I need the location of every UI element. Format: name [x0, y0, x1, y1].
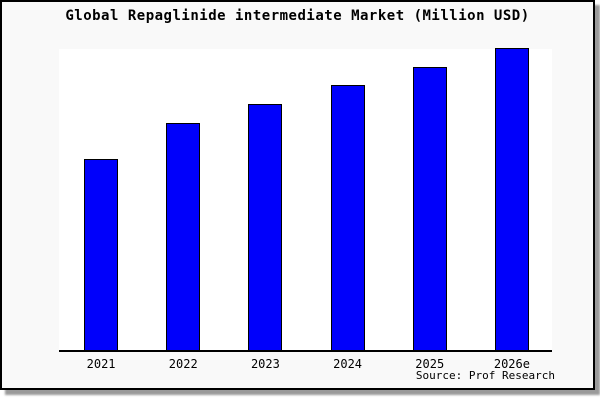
bar-2023 [248, 104, 283, 350]
x-tick-label-2024: 2024 [333, 357, 363, 371]
x-tick-label-2022: 2022 [168, 357, 198, 371]
x-axis-labels: 2021 2022 2023 2024 2025 2026e [59, 357, 552, 373]
plot-area [59, 48, 552, 352]
x-tick-label-2025: 2025 [415, 357, 445, 371]
bar-2022 [166, 123, 201, 350]
bar-2026e [494, 48, 529, 350]
source-note: Source: Prof Research [415, 369, 555, 382]
x-tick-label-2023: 2023 [250, 357, 280, 371]
bar-2025 [412, 67, 447, 350]
chart-title: Global Repaglinide intermediate Market (… [65, 8, 530, 24]
bar-2024 [330, 85, 365, 350]
x-tick-label-2021: 2021 [86, 357, 116, 371]
chart-frame: Global Repaglinide intermediate Market (… [0, 0, 595, 390]
bar-2021 [84, 159, 119, 350]
x-tick-label-2026e: 2026e [493, 357, 530, 371]
